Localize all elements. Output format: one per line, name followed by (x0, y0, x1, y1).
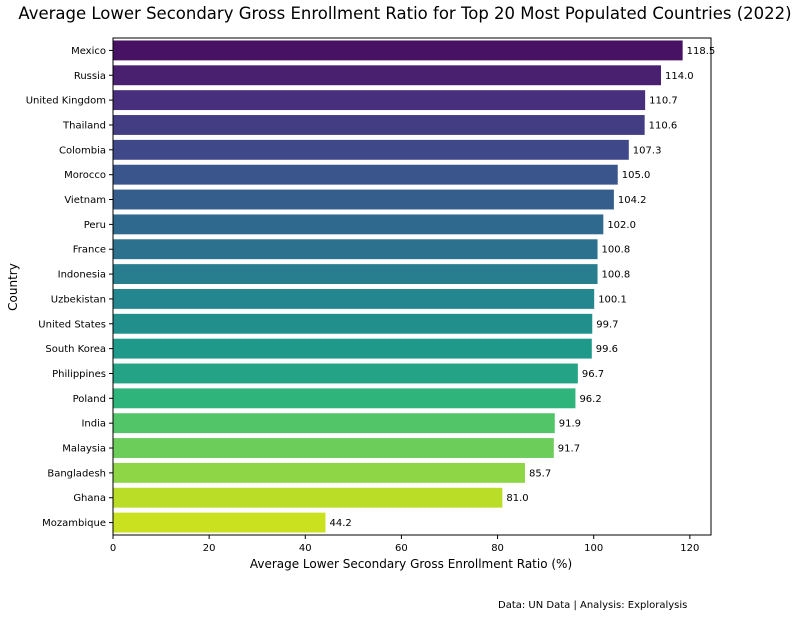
x-axis-label: Average Lower Secondary Gross Enrollment… (250, 557, 572, 571)
y-tick-label: United States (38, 319, 106, 330)
bar-south-korea (113, 338, 592, 359)
chart-title: Average Lower Secondary Gross Enrollment… (18, 4, 791, 23)
x-ticks: 0 20 40 60 80 100 120 (110, 535, 699, 554)
y-tick-label: Ghana (73, 493, 106, 504)
x-tick-label: 120 (680, 543, 699, 554)
bar-thailand (113, 115, 645, 135)
bar-russia (113, 65, 662, 86)
data-label: 100.8 (602, 245, 631, 256)
bar-united-states (113, 313, 593, 334)
y-tick-label: South Korea (45, 344, 106, 355)
bar-vietnam (113, 189, 614, 210)
bars: 118.5 114.0 110.7 110.6 107.3 105.0 104.2 102.0… (113, 40, 716, 533)
x-tick-label: 60 (395, 543, 408, 554)
data-label: 110.6 (649, 120, 678, 131)
bar-poland (113, 388, 576, 409)
data-label: 96.7 (582, 369, 604, 380)
source-note: Data: UN Data | Analysis: Exploralysis (498, 600, 688, 611)
data-label: 85.7 (529, 468, 551, 479)
y-tick-label: France (73, 245, 106, 256)
bar-united-kingdom (113, 90, 646, 111)
bar-morocco (113, 164, 618, 185)
y-tick-label: Peru (84, 220, 106, 231)
data-label: 91.9 (559, 419, 581, 430)
y-tick-label: Colombia (59, 145, 106, 156)
y-tick-label: Russia (74, 71, 106, 82)
data-label: 107.3 (633, 145, 662, 156)
data-label: 104.2 (618, 195, 647, 206)
bar-colombia (113, 139, 629, 160)
data-label: 91.7 (558, 444, 580, 455)
x-tick-label: 80 (491, 543, 504, 554)
y-ticks: Mexico Russia United Kingdom Thailand Colomb… (26, 46, 113, 529)
bar-uzbekistan (113, 288, 595, 309)
y-tick-label: Bangladesh (47, 468, 106, 479)
y-tick-label: Philippines (52, 369, 106, 380)
data-label: 81.0 (506, 493, 528, 504)
y-tick-label: Poland (73, 394, 106, 405)
y-tick-label: Malaysia (62, 444, 106, 455)
y-tick-label: India (81, 419, 106, 430)
bar-ghana (113, 487, 503, 508)
data-label: 100.1 (598, 294, 627, 305)
plot-frame (112, 37, 712, 536)
y-tick-label: Thailand (62, 120, 106, 131)
bar-mexico (113, 40, 683, 61)
x-tick-label: 40 (299, 543, 312, 554)
bar-peru (113, 214, 604, 235)
data-label: 102.0 (607, 220, 636, 231)
y-tick-label: Morocco (64, 170, 106, 181)
data-label: 118.5 (687, 46, 716, 57)
y-tick-label: Mozambique (42, 518, 106, 529)
bar-philippines (113, 363, 578, 384)
data-label: 99.6 (596, 344, 618, 355)
x-tick-label: 0 (110, 543, 116, 554)
bar-mozambique (113, 512, 326, 533)
x-tick-label: 100 (584, 543, 603, 554)
data-label: 110.7 (649, 96, 678, 107)
data-label: 96.2 (579, 394, 601, 405)
y-tick-label: Indonesia (58, 270, 106, 281)
y-axis-label: Country (6, 263, 20, 311)
data-label: 99.7 (596, 319, 618, 330)
data-label: 114.0 (665, 71, 694, 82)
bar-indonesia (113, 264, 598, 285)
y-tick-label: Vietnam (64, 195, 106, 206)
bar-india (113, 413, 555, 434)
x-tick-label: 20 (203, 543, 216, 554)
data-label: 44.2 (329, 518, 351, 529)
bar-bangladesh (113, 462, 525, 483)
bar-malaysia (113, 438, 554, 458)
y-tick-label: Uzbekistan (51, 294, 106, 305)
data-label: 105.0 (622, 170, 651, 181)
y-tick-label: Mexico (71, 46, 106, 57)
bar-france (113, 239, 598, 260)
data-label: 100.8 (602, 270, 631, 281)
y-tick-label: United Kingdom (26, 96, 106, 107)
